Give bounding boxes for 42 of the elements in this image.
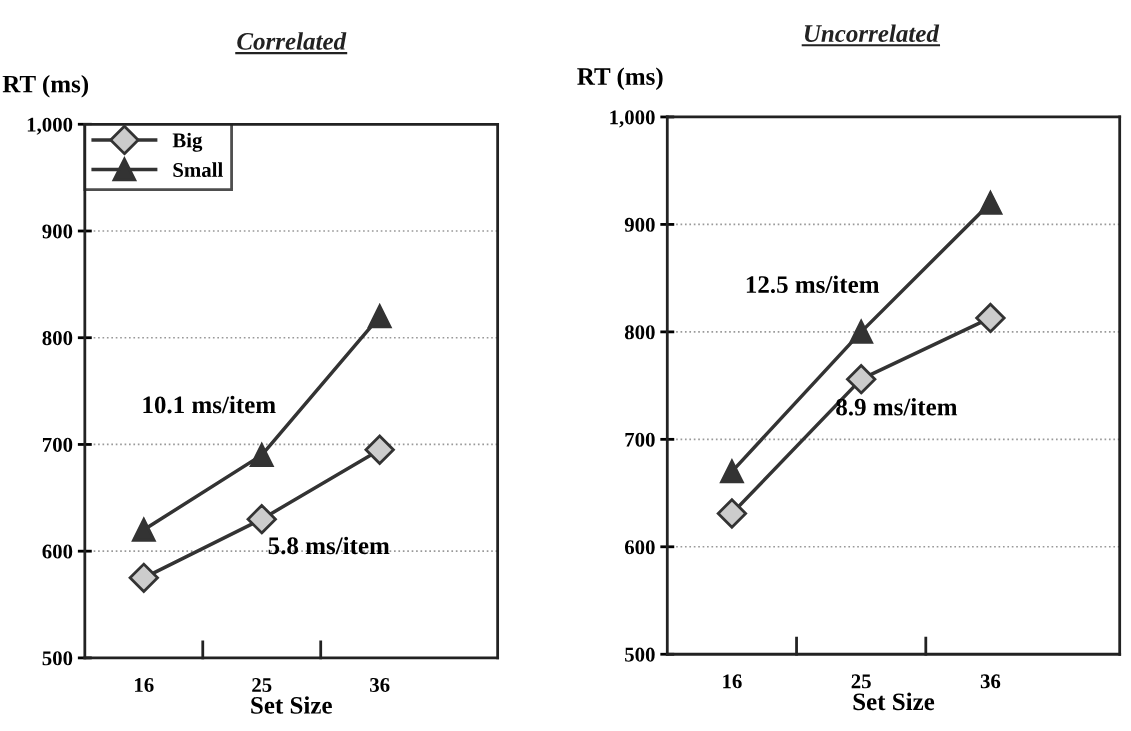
point bbox=[131, 518, 156, 542]
chart-title: Uncorrelated bbox=[804, 24, 940, 42]
point bbox=[364, 434, 395, 465]
legend-label: Small bbox=[173, 162, 223, 177]
legend-label: Big bbox=[172, 132, 203, 152]
y-tick-label: 1,000 bbox=[27, 117, 73, 135]
y-tick-label: 600 bbox=[42, 544, 73, 559]
point bbox=[720, 459, 744, 484]
y-tick-label: 1,000 bbox=[610, 110, 655, 128]
y-tick-label: 600 bbox=[624, 540, 655, 555]
y-tick-label: 900 bbox=[42, 224, 73, 239]
y-tick-label: 800 bbox=[624, 325, 655, 340]
point bbox=[128, 562, 159, 593]
annotation: 12.5 ms/item bbox=[746, 275, 880, 294]
x-axis-title: Set Size bbox=[251, 696, 332, 714]
chart-title: Correlated bbox=[237, 32, 347, 50]
annotation: 10.1 ms/item bbox=[143, 395, 276, 414]
annotation: 8.9 ms/item bbox=[836, 397, 958, 416]
x-tick-label: 36 bbox=[980, 674, 1001, 689]
y-tick-label: 800 bbox=[42, 331, 73, 346]
y-tick-label: 900 bbox=[624, 217, 655, 232]
x-tick-label: 16 bbox=[723, 674, 742, 689]
x-tick-label: 25 bbox=[252, 678, 272, 693]
point bbox=[978, 191, 1003, 215]
point bbox=[249, 443, 274, 467]
y-axis-title: RT (ms) bbox=[577, 67, 663, 91]
x-axis-title: Set Size bbox=[853, 692, 935, 711]
point bbox=[367, 304, 392, 329]
point bbox=[849, 320, 873, 344]
y-axis-title: RT (ms) bbox=[2, 74, 89, 98]
x-tick-label: 25 bbox=[851, 674, 871, 689]
point bbox=[846, 364, 877, 395]
x-tick-label: 16 bbox=[135, 678, 154, 693]
y-tick-label: 700 bbox=[625, 432, 655, 447]
y-tick-label: 500 bbox=[42, 651, 73, 666]
x-tick-label: 36 bbox=[370, 678, 390, 693]
y-tick-label: 500 bbox=[625, 647, 655, 662]
y-tick-label: 700 bbox=[42, 437, 73, 452]
point bbox=[975, 302, 1006, 334]
annotation: 5.8 ms/item bbox=[268, 536, 390, 555]
point bbox=[246, 504, 277, 535]
point bbox=[716, 498, 748, 529]
